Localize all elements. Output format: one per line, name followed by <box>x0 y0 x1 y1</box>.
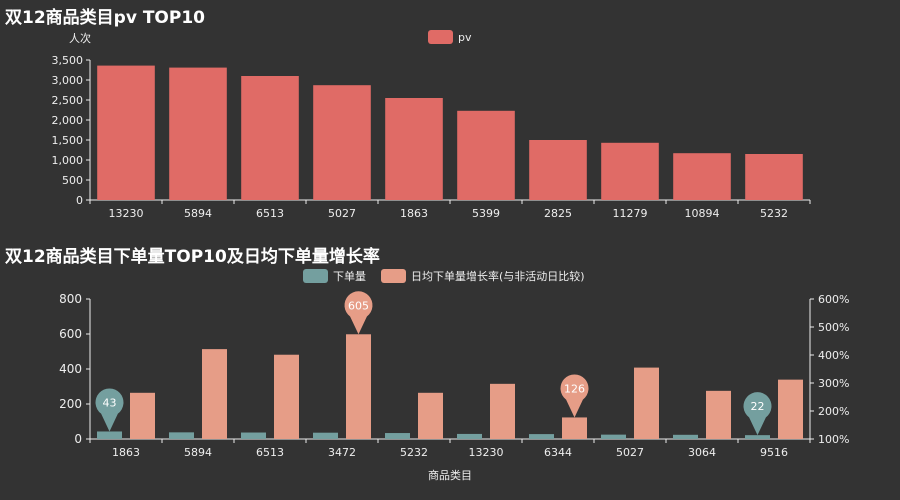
orders-bar <box>745 435 770 439</box>
pv-x-tick-label: 13230 <box>109 207 144 220</box>
orders-x-tick-label: 5027 <box>616 446 644 459</box>
pv-bar <box>673 153 731 200</box>
pv-y-tick-label: 3,000 <box>52 74 84 87</box>
growth-bar <box>202 349 227 439</box>
orders-left-tick-label: 800 <box>59 292 82 306</box>
growth-bar <box>346 334 371 439</box>
pv-x-tick-label: 2825 <box>544 207 572 220</box>
orders-right-tick-label: 100% <box>818 433 849 446</box>
pv-chart-title: 双12商品类目pv TOP10 <box>5 8 205 28</box>
orders-legend-label: 下单量 <box>333 270 366 283</box>
orders-bar <box>457 433 482 439</box>
marker-pin-label: 43 <box>103 396 117 409</box>
pv-bar <box>529 140 587 200</box>
orders-bar <box>529 434 554 439</box>
growth-bar <box>706 390 731 439</box>
orders-x-tick-label: 9516 <box>760 446 788 459</box>
marker-pin <box>743 392 772 436</box>
orders-bar <box>313 432 338 439</box>
pv-bar <box>457 110 515 200</box>
pv-legend-label: pv <box>458 31 472 44</box>
growth-bar <box>778 379 803 439</box>
pv-y-tick-label: 0 <box>76 194 83 207</box>
orders-left-tick-label: 200 <box>59 397 82 411</box>
orders-x-tick-label: 5894 <box>184 446 212 459</box>
growth-bar <box>130 392 155 439</box>
pv-bar <box>313 85 371 200</box>
orders-bar <box>673 434 698 439</box>
orders-right-tick-label: 200% <box>818 405 849 418</box>
orders-x-tick-label: 3472 <box>328 446 356 459</box>
orders-bar <box>385 433 410 439</box>
growth-legend-swatch <box>381 269 406 283</box>
order-chart-title: 双12商品类目下单量TOP10及日均下单量增长率 <box>5 247 380 267</box>
growth-bar <box>634 367 659 439</box>
growth-legend-label: 日均下单量增长率(与非活动日比较) <box>411 269 585 283</box>
pv-x-tick-label: 5232 <box>760 207 788 220</box>
pv-y-tick-label: 3,500 <box>52 54 84 67</box>
pv-y-tick-label: 500 <box>62 174 83 187</box>
orders-bar <box>97 431 122 439</box>
orders-x-tick-label: 5232 <box>400 446 428 459</box>
pv-y-axis-label: 人次 <box>69 31 91 45</box>
orders-right-tick-label: 500% <box>818 321 849 334</box>
growth-bar <box>418 392 443 439</box>
growth-bar <box>490 383 515 439</box>
pv-y-tick-label: 2,500 <box>52 94 84 107</box>
pv-bar <box>745 154 803 200</box>
pv-legend-swatch <box>428 30 453 44</box>
pv-bar <box>601 142 659 200</box>
orders-left-tick-label: 600 <box>59 327 82 341</box>
marker-pin <box>344 291 373 335</box>
pv-y-tick-label: 2,000 <box>52 114 84 127</box>
pv-x-tick-label: 10894 <box>685 207 720 220</box>
pv-x-tick-label: 5894 <box>184 207 212 220</box>
orders-right-tick-label: 300% <box>818 377 849 390</box>
growth-bar <box>274 354 299 439</box>
orders-x-tick-label: 3064 <box>688 446 716 459</box>
orders-bar <box>601 434 626 439</box>
orders-bar <box>241 432 266 439</box>
orders-left-tick-label: 400 <box>59 362 82 376</box>
marker-pin-label: 126 <box>564 382 585 395</box>
pv-bar <box>169 67 227 200</box>
growth-bar <box>562 417 587 439</box>
orders-x-axis-label: 商品类目 <box>428 468 472 482</box>
orders-x-tick-label: 1863 <box>112 446 140 459</box>
marker-pin-label: 605 <box>348 299 369 312</box>
orders-legend-swatch <box>303 269 328 283</box>
orders-bar <box>169 432 194 439</box>
orders-x-tick-label: 6513 <box>256 446 284 459</box>
pv-x-tick-label: 5399 <box>472 207 500 220</box>
orders-right-tick-label: 400% <box>818 349 849 362</box>
orders-x-tick-label: 13230 <box>469 446 504 459</box>
pv-x-tick-label: 11279 <box>613 207 648 220</box>
marker-pin-label: 22 <box>751 400 765 413</box>
orders-x-tick-label: 6344 <box>544 446 572 459</box>
orders-right-tick-label: 600% <box>818 293 849 306</box>
pv-x-tick-label: 5027 <box>328 207 356 220</box>
pv-x-tick-label: 6513 <box>256 207 284 220</box>
pv-bar <box>97 65 155 200</box>
pv-y-tick-label: 1,500 <box>52 134 84 147</box>
pv-x-tick-label: 1863 <box>400 207 428 220</box>
pv-y-tick-label: 1,000 <box>52 154 84 167</box>
marker-pin <box>95 388 124 432</box>
pv-bar <box>385 98 443 200</box>
pv-bar <box>241 76 299 200</box>
orders-left-tick-label: 0 <box>74 432 82 446</box>
marker-pin <box>560 374 589 418</box>
